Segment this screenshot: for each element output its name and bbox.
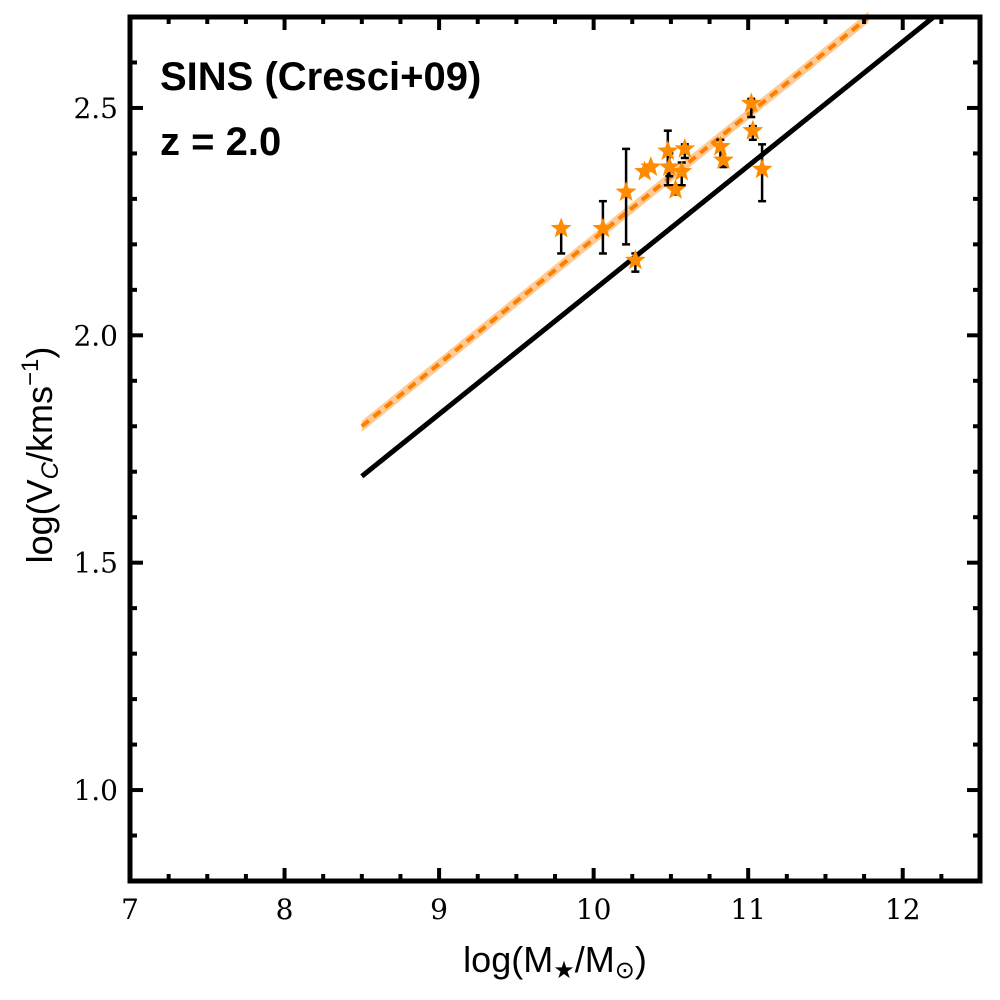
y-tick-label: 1.0 [73,774,118,807]
x-tick-label: 7 [121,893,139,926]
data-point [742,119,764,140]
tick-layer: 7 8 9 10 11 12 1.0 1.5 2.0 2.5 [73,15,982,926]
fit-uncertainty-band [361,11,869,432]
x-tick-label: 11 [730,893,766,926]
x-tick-label: 12 [885,893,921,926]
plot-frame [127,14,983,884]
dataset-annotation: SINS (Cresci+09) [160,55,481,99]
data-point [657,140,679,160]
data-point [665,178,686,199]
data-point [592,217,614,238]
x-tick-label: 9 [430,893,448,926]
data-point [671,160,693,181]
data-point [658,156,680,176]
data-point [634,160,656,181]
y-axis-label: log(VC/kms−1) [17,347,64,564]
fit-line [360,15,870,428]
data-point [713,149,734,170]
data-point [640,156,662,176]
data-point [674,137,696,158]
data-point [740,92,762,113]
point-layer [550,92,773,270]
data-point [709,135,731,156]
data-point [751,158,773,179]
y-tick-label: 2.0 [73,319,118,352]
y-tick-label: 2.5 [73,92,118,125]
x-tick-label: 8 [276,893,294,926]
data-point [624,249,646,270]
y-tick-label: 1.5 [73,547,118,580]
data-point [550,217,572,238]
reference-line [360,15,936,479]
data-point [615,181,637,201]
redshift-annotation: z = 2.0 [160,120,281,164]
x-axis-label: log(M★/M⊙) [463,939,647,984]
fit-band-layer [361,11,869,432]
x-tick-label: 10 [576,893,612,926]
line-layer [360,15,936,479]
